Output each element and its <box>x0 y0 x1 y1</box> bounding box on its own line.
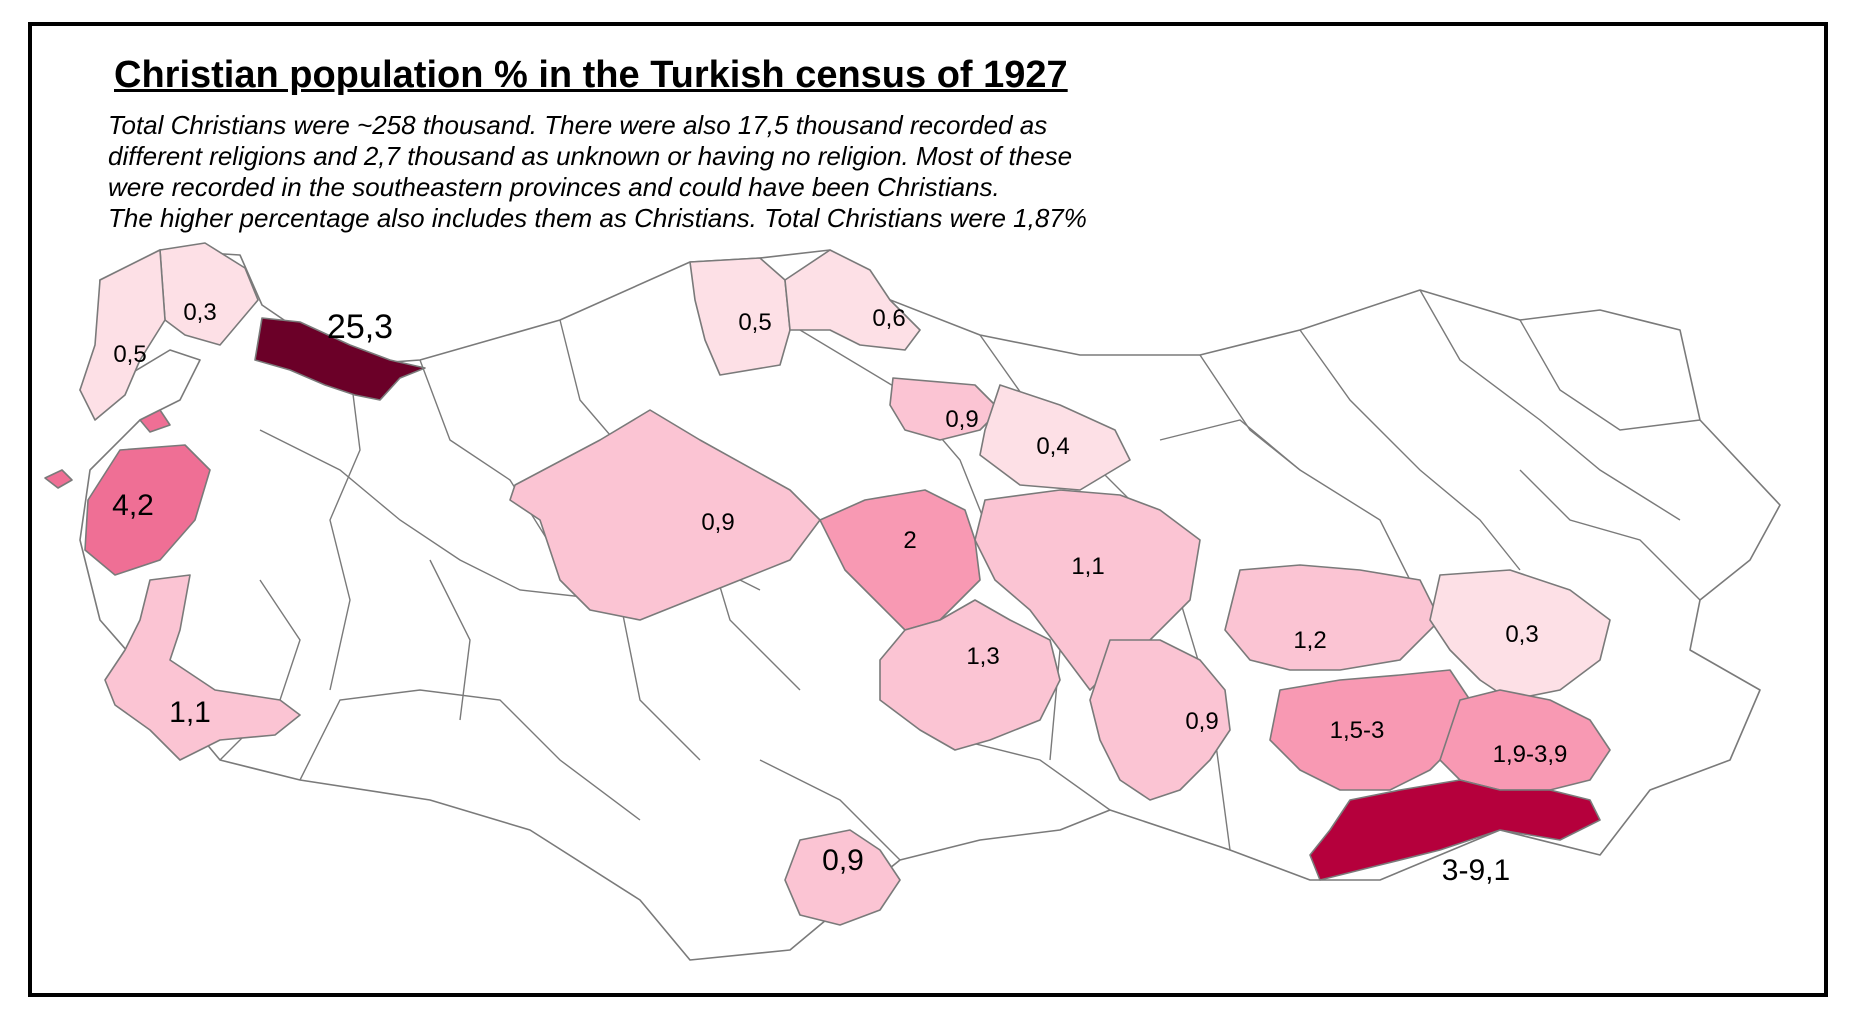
province-label: 1,3 <box>966 643 999 670</box>
note-line: different religions and 2,7 thousand as … <box>108 141 1073 171</box>
province-label: 0,3 <box>183 299 216 326</box>
province-canakkale <box>84 444 211 576</box>
province-mardin <box>1309 779 1601 881</box>
island-gokceada <box>44 469 73 489</box>
map-note: Total Christians were ~258 thousand. The… <box>108 110 1308 234</box>
province-label: 0,5 <box>738 309 771 336</box>
province-sinop <box>689 257 791 376</box>
province-label: 0,9 <box>945 406 978 433</box>
province-label: 0,4 <box>1036 433 1069 460</box>
province-label: 2 <box>903 527 916 554</box>
province-label: 1,2 <box>1293 627 1326 654</box>
province-istanbul <box>254 317 426 401</box>
province-label: 0,9 <box>1185 708 1218 735</box>
province-ankara <box>509 409 821 621</box>
province-label: 1,5-3 <box>1330 717 1385 744</box>
province-label: 0,3 <box>1505 621 1538 648</box>
province-label: 0,5 <box>113 341 146 368</box>
province-icel <box>784 829 901 926</box>
province-label: 0,6 <box>872 305 905 332</box>
province-label: 3-9,1 <box>1442 854 1510 887</box>
province-izmir <box>104 574 301 761</box>
province-label: 1,1 <box>169 696 211 729</box>
note-line: Total Christians were ~258 thousand. The… <box>108 110 1048 140</box>
province-erzincan <box>1224 564 1441 671</box>
province-label: 1,9-3,9 <box>1493 741 1568 768</box>
province-edirne <box>79 249 166 421</box>
province-label: 0,9 <box>701 509 734 536</box>
province-label: 0,9 <box>822 844 864 877</box>
island-bozcaada <box>139 409 171 433</box>
province-kayseri <box>879 599 1061 751</box>
map-title: Christian population % in the Turkish ce… <box>114 54 1068 96</box>
province-label: 4,2 <box>112 489 154 522</box>
province-tokat <box>979 384 1131 491</box>
province-diyarbakir <box>1439 689 1611 791</box>
province-label: 25,3 <box>327 308 393 346</box>
province-malatya <box>1089 639 1231 801</box>
province-yozgat <box>819 489 981 631</box>
province-amasya <box>889 377 1001 441</box>
province-label: 1,1 <box>1071 553 1104 580</box>
note-line: The higher percentage also includes them… <box>108 203 1087 233</box>
province-samsun <box>784 249 921 351</box>
note-line: were recorded in the southeastern provin… <box>108 172 1000 202</box>
province-kirklareli <box>159 242 259 346</box>
province-erzurum-east <box>1429 569 1611 701</box>
province-labels: 0,3 0,5 25,3 4,2 1,1 0,5 0,6 0,9 0,4 0,9… <box>112 299 1567 887</box>
